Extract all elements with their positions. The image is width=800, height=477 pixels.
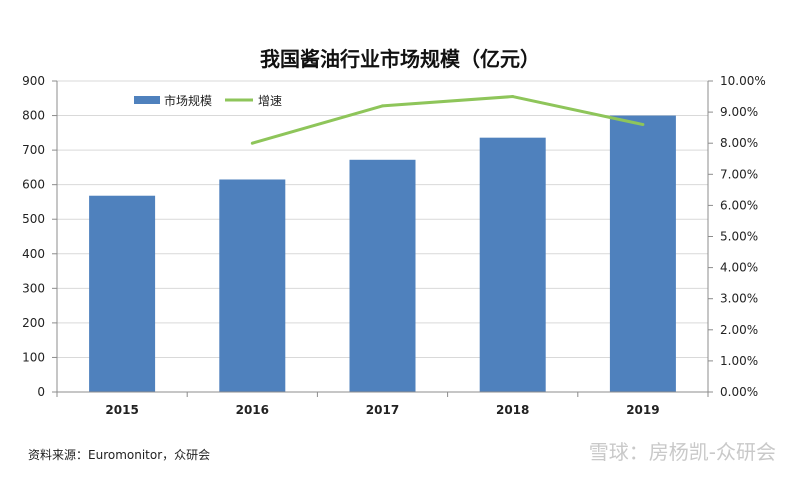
bar-series	[89, 115, 676, 393]
left-tick-label: 400	[22, 247, 45, 261]
right-tick-label: 8.00%	[720, 136, 758, 150]
right-tick-label: 0.00%	[720, 385, 758, 399]
legend-swatch-bar	[134, 96, 160, 104]
left-tick-label: 200	[22, 316, 45, 330]
x-tick-label: 2017	[366, 403, 399, 417]
right-axis-ticks: 0.00% 1.00% 2.00% 3.00% 4.00% 5.00% 6.00% 7.00%…	[720, 74, 766, 399]
growth-line	[251, 95, 644, 145]
line-series	[250, 95, 645, 145]
growth-point-2019	[641, 123, 645, 127]
bar-2019	[609, 115, 676, 393]
left-tick-label: 800	[22, 109, 45, 123]
left-axis-ticks: 0 100 200 300 400 500 600 700 800 900	[22, 74, 45, 399]
right-tick-label: 1.00%	[720, 354, 758, 368]
bar-2015	[89, 195, 156, 392]
right-tick-label: 10.00%	[720, 74, 766, 88]
bar-2018	[479, 137, 546, 392]
right-tick-label: 6.00%	[720, 198, 758, 212]
left-tick-label: 300	[22, 281, 45, 295]
x-tick-label: 2015	[105, 403, 138, 417]
source-note: 资料来源：Euromonitor，众研会	[28, 448, 211, 462]
left-tick-label: 0	[37, 385, 45, 399]
left-tick-label: 900	[22, 74, 45, 88]
watermark: 雪球：房杨凯-众研会	[588, 440, 776, 464]
growth-point-2016	[250, 141, 254, 145]
left-tick-label: 700	[22, 143, 45, 157]
chart-title: 我国酱油行业市场规模（亿元）	[260, 47, 540, 71]
left-tick-label: 500	[22, 212, 45, 226]
left-tick-label: 600	[22, 178, 45, 192]
right-tick-label: 3.00%	[720, 292, 758, 306]
right-tick-label: 5.00%	[720, 230, 758, 244]
right-tick-label: 9.00%	[720, 105, 758, 119]
x-axis-ticks: 2015 2016 2017 2018 2019	[105, 403, 659, 417]
left-tick-label: 100	[22, 350, 45, 364]
legend: 市场规模 增速	[134, 93, 282, 108]
x-tick-label: 2019	[626, 403, 659, 417]
right-tick-label: 7.00%	[720, 167, 758, 181]
right-tick-label: 4.00%	[720, 261, 758, 275]
bar-2016	[219, 179, 286, 392]
x-tick-label: 2018	[496, 403, 529, 417]
growth-point-2017	[381, 104, 384, 108]
axes	[52, 80, 713, 397]
x-tick-label: 2016	[236, 403, 269, 417]
growth-point-2018	[511, 95, 515, 99]
right-tick-label: 2.00%	[720, 323, 758, 337]
legend-label-line: 增速	[258, 94, 282, 108]
bar-2017	[349, 159, 416, 392]
legend-label-bar: 市场规模	[164, 93, 212, 108]
